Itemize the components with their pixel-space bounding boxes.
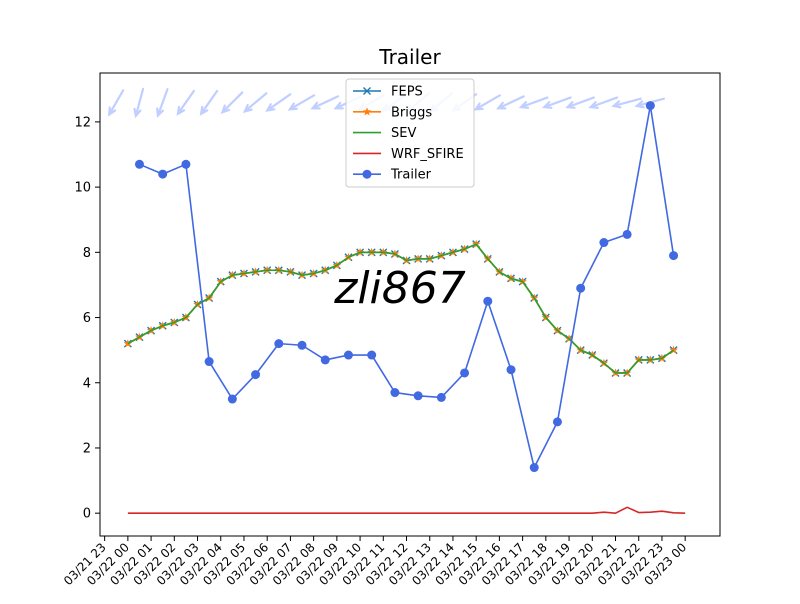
data-point-briggs <box>669 345 678 354</box>
wind-barb <box>611 97 642 109</box>
series-sev <box>127 243 675 374</box>
legend-marker-trailer <box>362 169 372 179</box>
wind-barb <box>199 89 219 116</box>
data-point-trailer <box>460 368 470 378</box>
wind-barb <box>107 89 125 117</box>
data-point-trailer <box>274 339 284 349</box>
data-point-trailer <box>134 159 144 169</box>
wind-barb <box>541 96 572 109</box>
legend-label-trailer: Trailer <box>390 168 432 183</box>
plot-frame <box>99 72 721 537</box>
wind-barb <box>287 94 316 111</box>
wind-barb <box>133 87 145 119</box>
y-tick-label: 8 <box>83 246 91 261</box>
y-tick-label: 6 <box>83 311 91 326</box>
legend-marker-briggs <box>362 107 372 116</box>
wind-barb <box>518 96 549 109</box>
legend-label-wrf-sfire: WRF_SFIRE <box>391 147 464 162</box>
data-point-trailer <box>390 388 400 398</box>
series-line-sev <box>127 243 675 374</box>
data-point-trailer <box>599 238 609 248</box>
data-point-trailer <box>552 417 562 427</box>
data-point-trailer <box>227 394 237 404</box>
data-point-trailer <box>343 350 353 360</box>
data-point-trailer <box>413 391 423 401</box>
wind-barb <box>242 92 268 113</box>
data-point-trailer <box>622 229 632 239</box>
wind-barb <box>588 96 619 109</box>
legend-label-feps: FEPS <box>391 85 423 100</box>
legend: FEPS Briggs SEV WRF_SFIRE Trailer <box>345 78 475 188</box>
series-layer <box>123 101 686 514</box>
series-line-wrf-sfire <box>127 506 686 514</box>
y-axis: 0 2 4 6 8 10 12 <box>74 115 100 522</box>
data-point-trailer <box>158 169 168 179</box>
legend-marker-feps <box>363 87 371 95</box>
legend-box <box>345 78 475 188</box>
wind-barb <box>220 91 244 115</box>
data-point-trailer <box>529 463 539 473</box>
series-line-trailer <box>139 104 675 469</box>
wind-barb <box>156 88 169 118</box>
y-tick-label: 0 <box>83 507 91 522</box>
wind-barb <box>473 94 502 111</box>
watermark-text: zli867 <box>333 263 466 314</box>
series-trailer <box>134 101 679 473</box>
data-point-trailer <box>483 296 493 306</box>
data-point-trailer <box>251 370 261 380</box>
data-point-trailer <box>576 283 586 293</box>
data-point-trailer <box>181 159 191 169</box>
chart-title: Trailer <box>378 45 441 69</box>
y-tick-label: 12 <box>74 115 91 130</box>
y-tick-label: 10 <box>74 181 91 196</box>
y-tick-label: 2 <box>83 441 91 456</box>
wind-barb <box>310 95 340 110</box>
data-point-trailer <box>436 392 446 402</box>
wind-barb <box>176 89 196 116</box>
wind-barb <box>265 93 292 112</box>
legend-label-briggs: Briggs <box>391 105 432 120</box>
data-point-trailer <box>204 357 214 367</box>
series-wrf-sfire <box>127 506 686 514</box>
wind-barb <box>565 96 595 109</box>
data-point-trailer <box>506 365 516 375</box>
data-point-trailer <box>367 350 377 360</box>
y-tick-label: 4 <box>83 376 91 391</box>
wind-barb <box>496 95 525 110</box>
data-point-trailer <box>645 101 655 111</box>
data-point-trailer <box>320 355 330 365</box>
data-point-trailer <box>669 251 679 261</box>
data-point-trailer <box>297 340 307 350</box>
legend-label-sev: SEV <box>391 126 416 141</box>
